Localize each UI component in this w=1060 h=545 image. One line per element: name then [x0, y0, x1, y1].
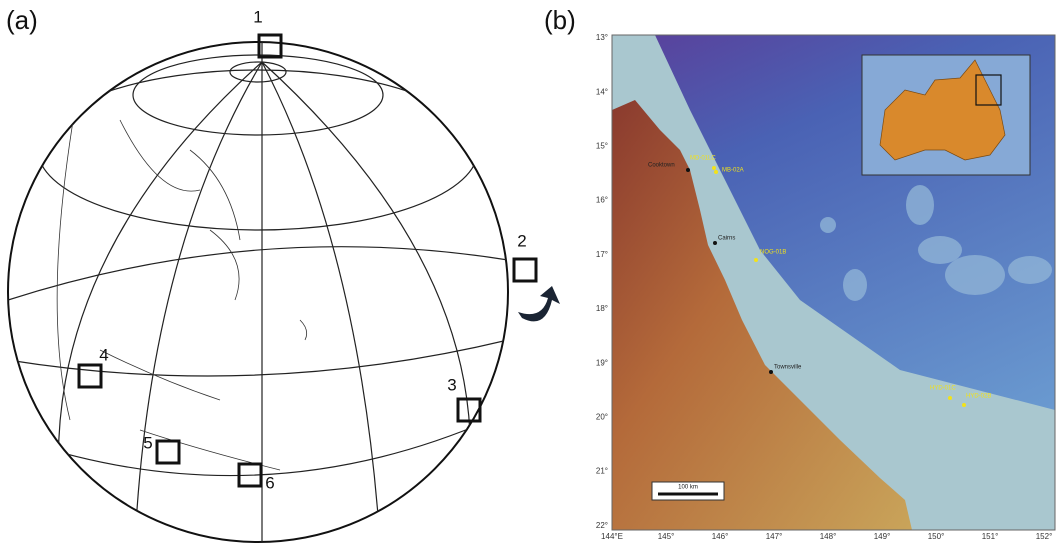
site-number: 4 [99, 345, 108, 364]
place-label: Cooktown [648, 163, 675, 169]
map [612, 35, 1055, 530]
core-label: MD-01LC [690, 156, 716, 162]
core-label: HYD-02B [966, 394, 991, 400]
longitude-label: 146° [712, 532, 729, 541]
globe [8, 42, 560, 542]
longitude-label: 145° [658, 532, 675, 541]
latitude-label: 15° [596, 142, 608, 151]
site-number: 6 [265, 473, 274, 492]
place-label: Cairns [718, 236, 735, 242]
figure: (a) (b) 1 2 3 4 5 6 13° 14° 15° 16° 17° 18° 19° 20° 21° 2… [0, 0, 1060, 545]
longitude-label: 147° [766, 532, 783, 541]
longitude-label: 148° [820, 532, 837, 541]
place-dot [769, 370, 773, 374]
latitude-label: 16° [596, 196, 608, 205]
core-site [962, 403, 966, 407]
core-label: HYD-01C [930, 386, 956, 392]
core-site [712, 166, 716, 170]
core-site [948, 396, 952, 400]
place-dot [686, 168, 690, 172]
site-box [514, 259, 536, 281]
longitude-label: 152° [1036, 532, 1053, 541]
latitude-label: 17° [596, 250, 608, 259]
place-dot [713, 241, 717, 245]
latitude-label: 22° [596, 521, 608, 530]
longitude-label: 150° [928, 532, 945, 541]
latitude-label: 19° [596, 358, 608, 367]
core-label: NOG-01B [760, 250, 786, 256]
panel-label: (b) [544, 5, 576, 35]
scale-label: 100 km [678, 485, 698, 491]
latitude-label: 21° [596, 467, 608, 476]
latitude-label: 13° [596, 33, 608, 42]
core-site [714, 170, 718, 174]
site-number: 1 [253, 7, 262, 26]
latitude-label: 18° [596, 304, 608, 313]
site-number: 5 [143, 433, 152, 452]
core-label: MB-02A [722, 168, 744, 174]
place-label: Townsville [774, 365, 802, 371]
site-number: 3 [447, 375, 456, 394]
longitude-label: 149° [874, 532, 891, 541]
core-site [754, 258, 758, 262]
longitude-label: 151° [982, 532, 999, 541]
inset [862, 55, 1030, 175]
longitude-label: 144°E [601, 532, 623, 541]
latitude-label: 20° [596, 413, 608, 422]
site-number: 2 [517, 231, 526, 250]
panel-label: (a) [6, 5, 38, 35]
latitude-label: 14° [596, 87, 608, 96]
